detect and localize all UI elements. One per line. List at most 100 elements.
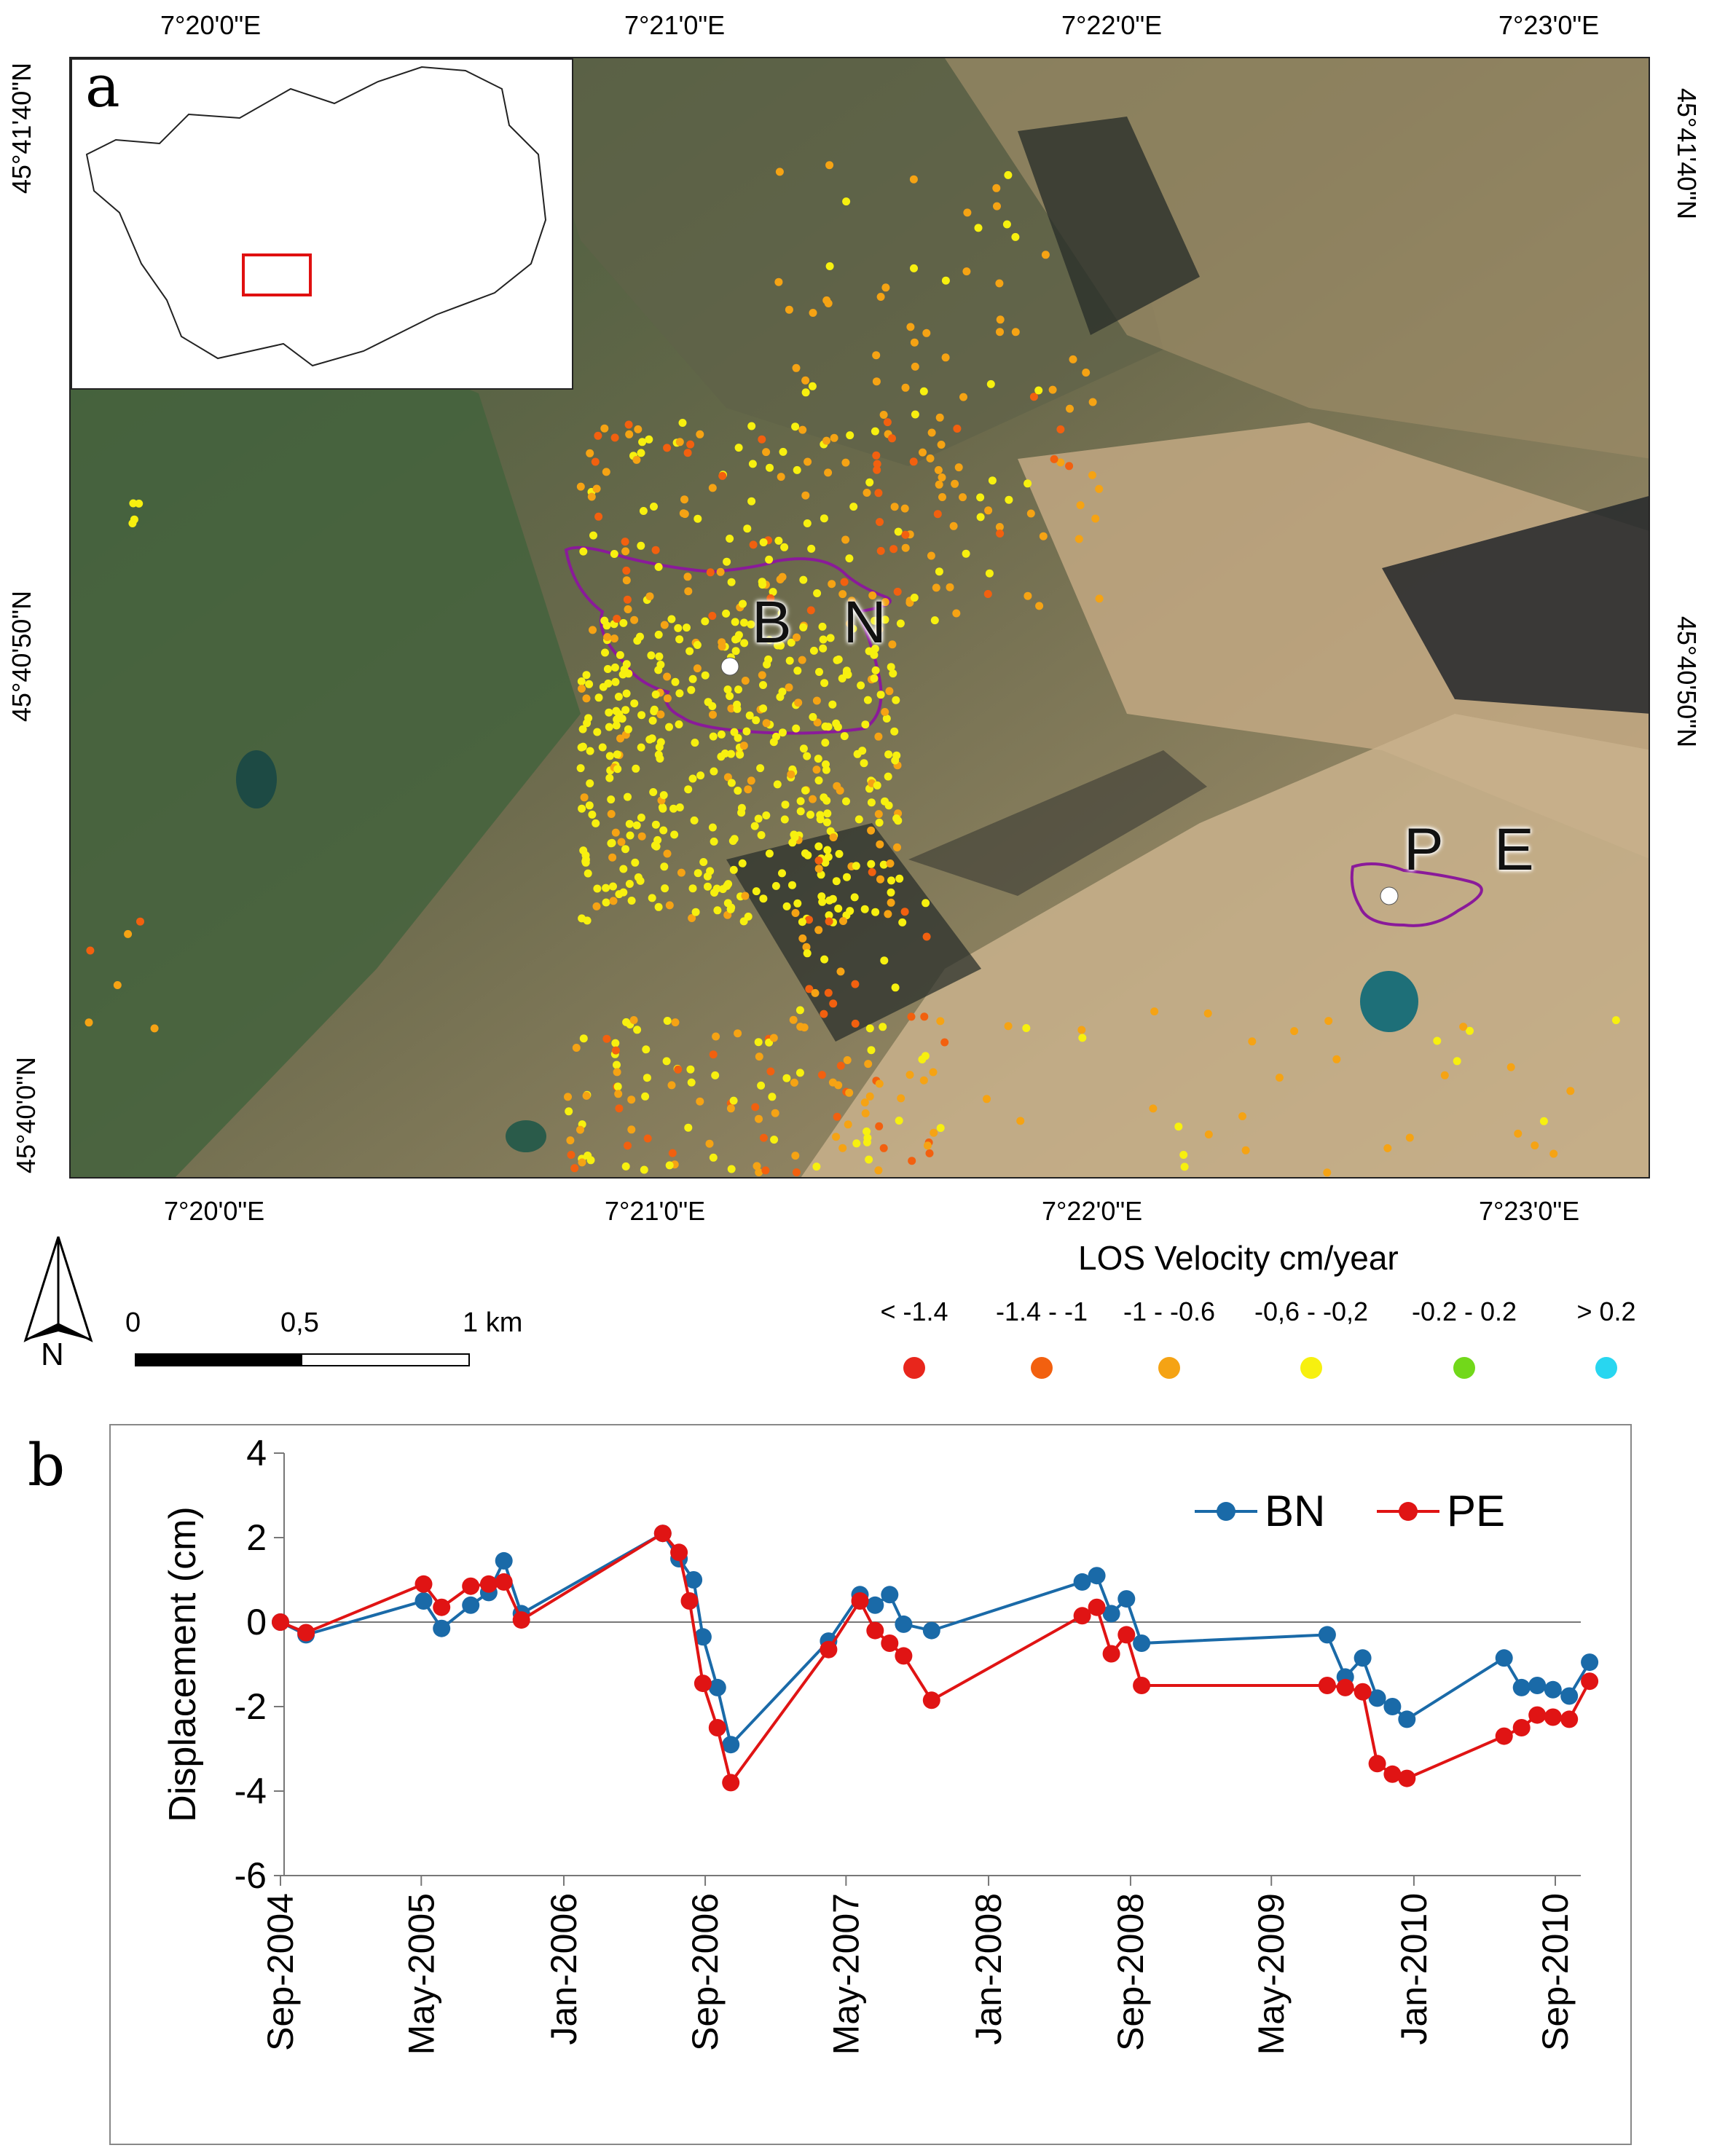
data-point-pe xyxy=(1581,1672,1599,1691)
displacement-chart-frame xyxy=(109,1424,1632,2145)
ps-point xyxy=(814,776,823,784)
data-point-bn xyxy=(866,1596,884,1614)
ps-point xyxy=(803,752,812,760)
ps-point xyxy=(706,568,715,577)
ps-point xyxy=(865,1092,874,1101)
ps-point xyxy=(1024,591,1032,600)
ps-point xyxy=(634,425,643,433)
ps-point xyxy=(723,773,732,782)
top-coord-1: 7°20'0"E xyxy=(160,10,262,40)
ps-point xyxy=(615,1104,624,1113)
ps-point xyxy=(1034,386,1043,395)
ps-point xyxy=(600,616,609,625)
legend-range-label: > 0.2 xyxy=(1576,1297,1636,1326)
ps-point xyxy=(686,440,695,449)
ps-point xyxy=(584,869,592,878)
ps-point xyxy=(881,615,889,624)
ps-point xyxy=(759,1133,768,1142)
ps-point xyxy=(826,634,835,642)
ps-point xyxy=(799,623,808,632)
ps-point xyxy=(806,811,814,819)
ps-point xyxy=(701,671,710,680)
ps-point xyxy=(959,493,967,502)
ps-point xyxy=(731,618,739,626)
ps-point xyxy=(1022,1024,1031,1032)
ps-point xyxy=(630,615,639,624)
ps-point xyxy=(983,1095,991,1103)
ps-point xyxy=(636,876,645,885)
ps-point xyxy=(779,447,787,456)
ps-point xyxy=(843,873,851,881)
ps-point xyxy=(834,655,843,664)
ps-point xyxy=(814,856,823,865)
ps-point xyxy=(1459,1023,1468,1031)
ps-point xyxy=(696,1097,704,1106)
data-point-pe xyxy=(708,1719,726,1736)
left-coord-1: 45°41'40"N xyxy=(7,62,37,194)
ps-point xyxy=(687,685,696,694)
ps-point xyxy=(592,484,601,493)
ps-point xyxy=(780,543,789,551)
x-tick-label: Jan-2006 xyxy=(543,1893,584,2045)
ps-point xyxy=(887,876,895,885)
ps-point xyxy=(808,382,817,390)
ps-point xyxy=(674,623,683,632)
ps-point xyxy=(619,618,628,627)
ps-point xyxy=(605,708,613,717)
ps-point xyxy=(1016,1117,1025,1125)
ps-point xyxy=(688,674,697,683)
ps-point xyxy=(769,1034,778,1042)
ps-point xyxy=(873,465,881,474)
ps-point xyxy=(887,663,895,672)
ps-point xyxy=(683,573,692,581)
ps-point xyxy=(941,353,950,362)
ps-point xyxy=(626,831,635,840)
ps-point xyxy=(675,689,684,698)
ps-point xyxy=(1514,1129,1523,1138)
data-point-pe xyxy=(922,1691,940,1710)
ps-point xyxy=(763,660,771,669)
ps-point xyxy=(637,832,646,841)
ps-point xyxy=(727,1165,736,1173)
ps-point xyxy=(788,881,796,889)
y-tick-label: -4 xyxy=(235,1771,267,1811)
ps-point xyxy=(872,351,881,360)
legend-color-dot xyxy=(1300,1357,1322,1379)
ps-point xyxy=(651,820,660,829)
ps-point xyxy=(578,725,587,733)
ps-point xyxy=(893,587,902,596)
ps-point xyxy=(1238,1112,1246,1120)
data-point-bn xyxy=(1073,1573,1091,1591)
data-point-bn xyxy=(1318,1626,1336,1644)
ps-point xyxy=(787,770,795,779)
ps-point xyxy=(906,323,915,331)
ps-point xyxy=(1324,1017,1333,1026)
ps-point xyxy=(660,621,669,629)
ps-point xyxy=(884,750,893,759)
ps-point xyxy=(577,677,586,685)
ps-point xyxy=(701,617,710,626)
top-coord-3: 7°22'0"E xyxy=(1061,10,1163,40)
ps-point xyxy=(608,853,617,862)
ps-point xyxy=(962,549,970,558)
ps-point xyxy=(674,1065,683,1074)
ps-point xyxy=(581,851,590,859)
ps-point xyxy=(885,687,894,696)
ps-point xyxy=(813,718,822,727)
ps-point xyxy=(769,588,777,597)
data-point-pe xyxy=(415,1575,433,1593)
ps-points xyxy=(85,161,1620,1177)
ps-point xyxy=(793,666,802,675)
ps-point xyxy=(711,1071,720,1079)
ps-point xyxy=(910,338,919,347)
right-coord-2: 45°40'50"N xyxy=(1672,615,1702,748)
ps-point xyxy=(813,589,822,597)
ps-point xyxy=(135,499,144,508)
ps-point xyxy=(772,732,780,741)
ps-point xyxy=(829,999,838,1008)
ps-point xyxy=(1077,1026,1086,1034)
ps-point xyxy=(937,441,946,449)
pe-site-label: P E xyxy=(1404,817,1552,883)
ps-point xyxy=(716,567,725,576)
ps-point xyxy=(690,816,699,825)
